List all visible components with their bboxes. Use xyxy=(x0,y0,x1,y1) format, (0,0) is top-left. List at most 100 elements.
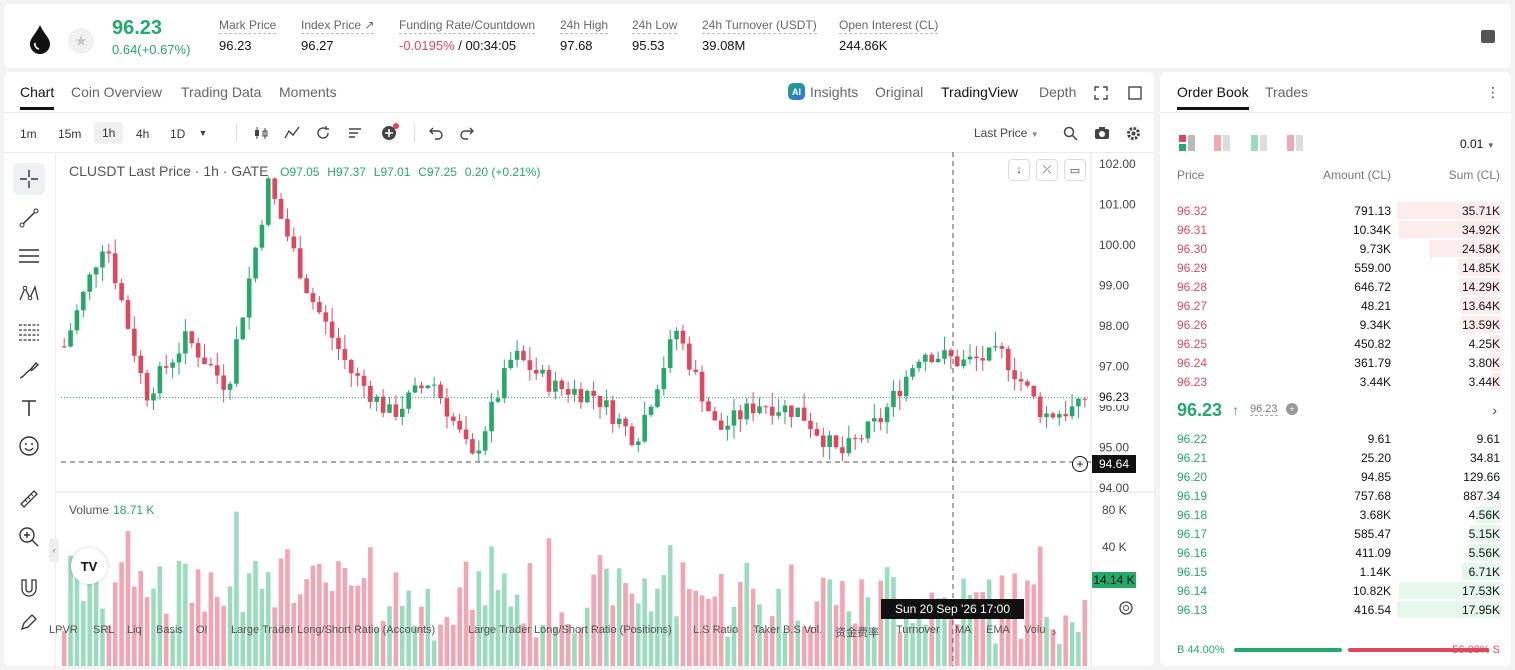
indicator-item[interactable]: EMA xyxy=(986,624,1010,636)
ask-row[interactable]: 96.32 791.13 35.71K xyxy=(1160,201,1511,220)
brush-tool-icon[interactable] xyxy=(13,354,45,386)
timeframe-1h[interactable]: 1h xyxy=(94,122,124,144)
indicator-item[interactable]: LPVR xyxy=(49,624,78,636)
bid-row[interactable]: 96.15 1.14K 6.71K xyxy=(1160,562,1511,581)
tab-order-book[interactable]: Order Book xyxy=(1177,84,1249,110)
bid-row[interactable]: 96.20 94.85 129.66 xyxy=(1160,467,1511,486)
tab-coin-overview[interactable]: Coin Overview xyxy=(71,84,163,100)
view-insights[interactable]: Insights xyxy=(810,84,859,100)
bid-row[interactable]: 96.19 757.68 887.34 xyxy=(1160,486,1511,505)
price-type-select[interactable]: Last Price ▼ xyxy=(974,126,1039,140)
emoji-tool-icon[interactable] xyxy=(13,430,45,462)
tick-size-select[interactable]: 0.01 ▼ xyxy=(1460,137,1495,151)
pattern-tool-icon[interactable] xyxy=(13,278,45,310)
book-bids-icon[interactable] xyxy=(1251,135,1267,151)
indicator-item[interactable]: Basis xyxy=(156,624,183,636)
timeframe-1m[interactable]: 1m xyxy=(20,127,37,141)
bid-row[interactable]: 96.13 416.54 17.95K xyxy=(1160,600,1511,619)
bid-row[interactable]: 96.16 411.09 5.56K xyxy=(1160,543,1511,562)
bid-row[interactable]: 96.18 3.68K 4.56K xyxy=(1160,505,1511,524)
tradingview-logo[interactable]: TV xyxy=(71,548,107,584)
ask-row[interactable]: 96.27 48.21 13.64K xyxy=(1160,296,1511,315)
indicator-item[interactable]: 资金费率 xyxy=(835,627,879,639)
chevron-right-icon[interactable]: › xyxy=(1052,624,1057,639)
replay-icon[interactable] xyxy=(314,124,332,142)
ask-row[interactable]: 96.31 10.34K 34.92K xyxy=(1160,220,1511,239)
candlestick-chart[interactable]: 102.00101.00100.0099.0098.0097.0096.0095… xyxy=(56,152,1154,666)
text-tool-icon[interactable] xyxy=(13,392,45,424)
chevron-left-icon[interactable]: ‹ xyxy=(49,538,59,562)
indicator-item[interactable]: Large Trader Long/Short Ratio (Accounts) xyxy=(231,624,436,636)
expand-icon[interactable] xyxy=(1092,84,1110,102)
more-vertical-icon[interactable]: ⋮ xyxy=(1486,83,1500,100)
indicator-item[interactable]: MA xyxy=(955,624,972,636)
camera-icon[interactable] xyxy=(1093,124,1111,142)
view-original[interactable]: Original xyxy=(875,84,924,100)
ask-row[interactable]: 96.25 450.82 4.25K xyxy=(1160,334,1511,353)
add-alert-icon[interactable]: + xyxy=(1072,456,1088,472)
candle-body xyxy=(948,350,954,357)
stat-label[interactable]: Mark Price xyxy=(219,18,277,34)
scroll-down-icon[interactable]: ↓ xyxy=(1008,159,1030,181)
scale-settings-icon[interactable] xyxy=(1116,598,1136,618)
settings-gear-icon[interactable] xyxy=(1124,124,1142,142)
timeframe-15m[interactable]: 15m xyxy=(58,127,82,141)
search-icon[interactable] xyxy=(1061,124,1079,142)
timeframe-4h[interactable]: 4h xyxy=(136,127,150,141)
ask-row[interactable]: 96.28 646.72 14.29K xyxy=(1160,277,1511,296)
redo-icon[interactable] xyxy=(458,124,476,142)
add-indicator-icon[interactable] xyxy=(379,122,401,142)
trend-line-tool-icon[interactable] xyxy=(13,202,45,234)
templates-icon[interactable] xyxy=(346,124,364,142)
indicator-item[interactable]: Taker B.S Vol. xyxy=(753,624,823,636)
bid-price: 96.19 xyxy=(1177,489,1208,503)
horizontal-lines-tool-icon[interactable] xyxy=(13,240,45,272)
fib-tool-icon[interactable] xyxy=(13,316,45,348)
indicator-item[interactable]: Turnover xyxy=(896,624,940,636)
stat-label[interactable]: Open Interest (CL) xyxy=(839,18,939,34)
stat-label[interactable]: Index Price ↗ xyxy=(301,18,375,34)
indicator-item[interactable]: SRL xyxy=(93,624,115,636)
ask-row[interactable]: 96.24 361.79 3.80K xyxy=(1160,353,1511,372)
mid-mark-price[interactable]: 96.23 xyxy=(1250,403,1278,416)
book-large-icon[interactable] xyxy=(1287,135,1303,151)
ask-row[interactable]: 96.23 3.44K 3.44K xyxy=(1160,372,1511,391)
stat-label[interactable]: Funding Rate/Countdown xyxy=(399,18,536,34)
magnet-tool-icon[interactable] xyxy=(13,572,45,604)
tab-trading-data[interactable]: Trading Data xyxy=(181,84,262,100)
tab-moments[interactable]: Moments xyxy=(279,84,337,100)
crosshair-tool-icon[interactable] xyxy=(13,163,45,195)
collapse-icon[interactable]: ⤫ xyxy=(1036,159,1058,181)
ask-row[interactable]: 96.26 9.34K 13.59K xyxy=(1160,315,1511,334)
favorite-star-icon[interactable]: ★ xyxy=(68,28,94,54)
window-icon[interactable] xyxy=(1126,84,1144,102)
undo-icon[interactable] xyxy=(427,124,445,142)
book-icon[interactable] xyxy=(1481,30,1495,43)
ask-row[interactable]: 96.30 9.73K 24.58K xyxy=(1160,239,1511,258)
bid-row[interactable]: 96.17 585.47 5.15K xyxy=(1160,524,1511,543)
timeframe-1d[interactable]: 1D xyxy=(170,127,186,141)
indicator-item[interactable]: OI xyxy=(196,624,208,636)
pencil-lock-tool-icon[interactable] xyxy=(13,609,45,635)
bid-row[interactable]: 96.21 25.20 34.81 xyxy=(1160,448,1511,467)
ask-row[interactable]: 96.29 559.00 14.85K xyxy=(1160,258,1511,277)
view-depth[interactable]: Depth xyxy=(1039,84,1077,100)
indicator-item[interactable]: Large Trader Long/Short Ratio (Positions… xyxy=(468,624,672,636)
timeframe-dropdown-icon[interactable]: ▼ xyxy=(198,128,208,138)
indicator-item[interactable]: Volu xyxy=(1024,624,1046,636)
indicators-icon[interactable] xyxy=(283,124,301,142)
book-asks-icon[interactable] xyxy=(1214,135,1230,151)
tab-trades[interactable]: Trades xyxy=(1265,84,1309,100)
bid-row[interactable]: 96.14 10.82K 17.53K xyxy=(1160,581,1511,600)
indicator-item[interactable]: L.S Ratio xyxy=(693,624,739,636)
bid-row[interactable]: 96.22 9.61 9.61 xyxy=(1160,429,1511,448)
fullscreen-icon[interactable]: ▭ xyxy=(1064,159,1086,181)
view-tradingview[interactable]: TradingView xyxy=(941,84,1019,100)
zoom-tool-icon[interactable] xyxy=(13,521,45,553)
tab-chart[interactable]: Chart xyxy=(20,84,55,110)
book-both-sides-icon[interactable] xyxy=(1179,135,1195,151)
indicator-item[interactable]: Liq xyxy=(127,624,142,636)
candle-type-icon[interactable] xyxy=(252,124,270,142)
chevron-right-icon[interactable]: › xyxy=(1492,402,1497,418)
ruler-tool-icon[interactable] xyxy=(13,483,45,515)
